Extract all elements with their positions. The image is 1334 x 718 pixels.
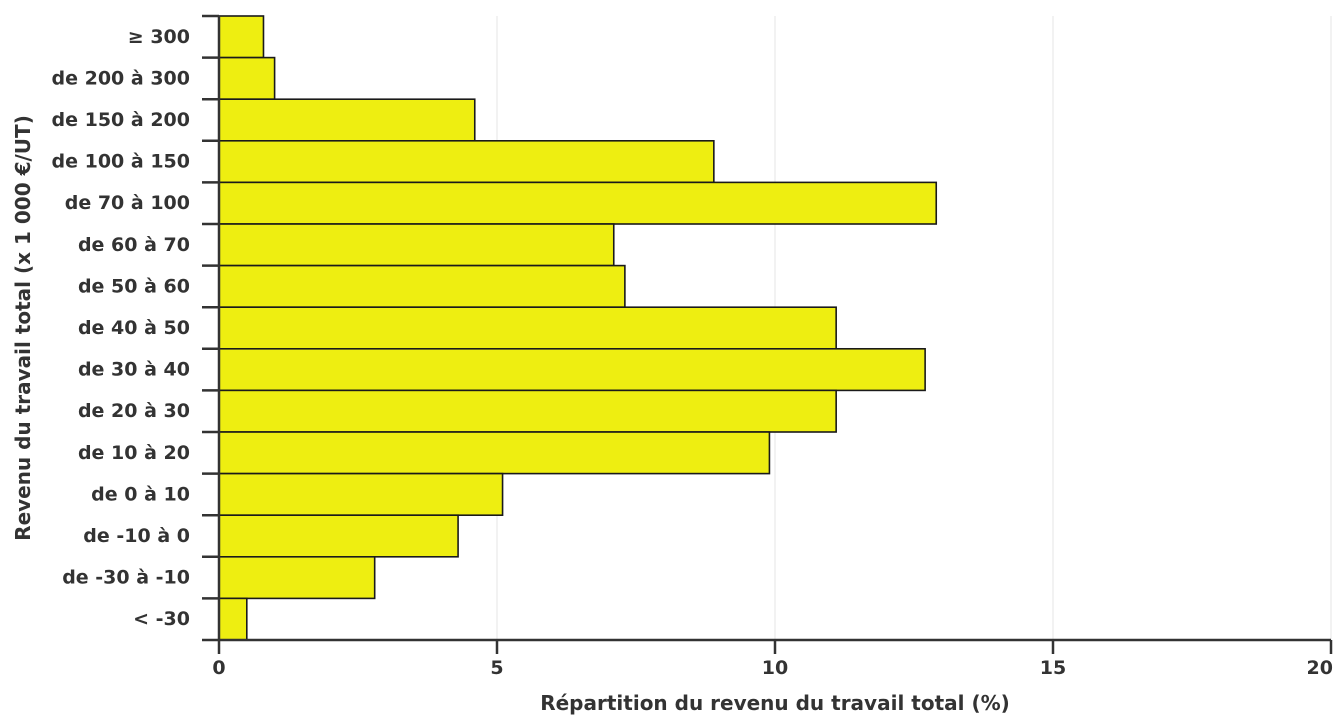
bar-1 — [218, 56, 276, 100]
y-axis-title: Revenu du travail total (x 1 000 €/UT) — [11, 115, 35, 541]
x-tick-label-4: 20 — [1307, 657, 1333, 679]
x-tick-labels: 0 5 10 15 20 — [212, 657, 1333, 679]
x-tick-label-1: 5 — [490, 657, 503, 679]
bar-0 — [218, 15, 265, 59]
bar-8 — [218, 347, 926, 392]
bar-6 — [218, 264, 626, 309]
bar-12 — [218, 514, 459, 558]
bar-14 — [218, 597, 248, 641]
y-tick-labels: ≥ 300 de 200 à 300 de 150 à 200 de 100 à 15… — [52, 26, 190, 630]
y-tick-label-1: de 200 à 300 — [52, 67, 190, 89]
x-axis-title: Répartition du revenu du travail total (… — [540, 691, 1010, 715]
y-tick-label-6: de 50 à 60 — [78, 275, 190, 297]
y-tick-label-0: ≥ 300 — [128, 26, 190, 48]
bar-4 — [218, 181, 938, 225]
y-tick-label-4: de 70 à 100 — [65, 192, 190, 214]
y-tick-label-10: de 10 à 20 — [78, 442, 190, 464]
axes — [202, 14, 1333, 654]
y-tick-label-14: < -30 — [133, 608, 190, 630]
x-tick-label-2: 10 — [762, 657, 788, 679]
x-tick-label-0: 0 — [212, 657, 225, 679]
bar-5 — [218, 223, 615, 267]
x-tick-label-3: 15 — [1040, 657, 1066, 679]
bars — [218, 15, 938, 641]
y-tick-label-13: de -30 à -10 — [62, 567, 190, 589]
bar-10 — [218, 431, 771, 475]
y-tick-label-5: de 60 à 70 — [78, 234, 190, 256]
bar-3 — [218, 140, 715, 184]
bar-2 — [218, 98, 476, 142]
y-tick-label-7: de 40 à 50 — [78, 317, 190, 339]
bar-7 — [218, 306, 837, 350]
y-tick-label-12: de -10 à 0 — [83, 525, 190, 547]
y-tick-label-11: de 0 à 10 — [91, 483, 190, 505]
y-tick-label-8: de 30 à 40 — [78, 359, 190, 381]
bar-9 — [218, 389, 837, 433]
y-tick-label-9: de 20 à 30 — [78, 400, 190, 422]
y-tick-label-2: de 150 à 200 — [52, 109, 190, 131]
bar-13 — [218, 555, 376, 600]
y-tick-label-3: de 100 à 150 — [52, 151, 190, 173]
bar-11 — [218, 472, 504, 517]
